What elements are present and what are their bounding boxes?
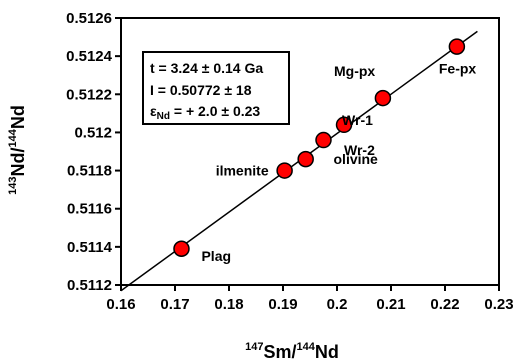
y-axis-title: 143Nd/144Nd xyxy=(7,105,28,195)
annotation-box: t = 3.24 ± 0.14 Ga I = 0.50772 ± 18 εNd … xyxy=(142,51,290,125)
x-tick-label: 0.22 xyxy=(430,296,459,313)
data-point xyxy=(448,38,466,55)
epsilon-value: = + 2.0 ± 0.23 xyxy=(170,103,260,119)
point-label: Plag xyxy=(201,248,231,264)
y-tick-label: 0.5116 xyxy=(67,201,112,218)
x-tick-label: 0.18 xyxy=(214,296,243,313)
y-tick-label: 0.5114 xyxy=(67,239,113,256)
x-title-base1: Sm/ xyxy=(263,342,296,362)
plot-frame xyxy=(120,17,500,286)
axes: 0.16 0.17 0.18 0.19 0.2 0.21 0.22 0.23 0.5112 0.5… xyxy=(66,10,513,313)
x-tick-label: 0.16 xyxy=(106,296,135,313)
y-tick-label: 0.5124 xyxy=(66,48,113,65)
x-tick-label: 0.23 xyxy=(484,296,513,313)
y-title-base1: Nd/ xyxy=(8,148,28,177)
x-title-sup2: 144 xyxy=(297,341,316,353)
annotation-epsilon: εNd = + 2.0 ± 0.23 xyxy=(150,103,260,122)
data-point xyxy=(297,150,314,168)
x-tick-label: 0.17 xyxy=(160,296,189,313)
y-title-sup1: 143 xyxy=(7,177,19,195)
epsilon-symbol: ε xyxy=(150,103,157,119)
point-label: olivine xyxy=(334,151,379,167)
annotation-initial-ratio: I = 0.50772 ± 18 xyxy=(150,82,252,98)
y-title-sup2: 144 xyxy=(7,128,19,147)
x-tick-label: 0.2 xyxy=(327,296,348,313)
x-tick-label: 0.21 xyxy=(376,296,405,313)
annotation-age: t = 3.24 ± 0.14 Ga xyxy=(150,60,263,76)
data-point xyxy=(374,89,392,107)
point-label: Wr-2 xyxy=(344,142,375,158)
point-label: Mg-px xyxy=(334,63,375,79)
y-title-base2: Nd xyxy=(8,105,28,129)
data-point xyxy=(173,240,190,258)
data-point xyxy=(315,131,332,149)
data-point xyxy=(276,162,293,179)
data-point xyxy=(335,116,353,134)
point-label: Wr-1 xyxy=(342,112,373,128)
y-tick-label: 0.5112 xyxy=(67,277,112,294)
x-axis-title: 147Sm/144Nd xyxy=(245,341,339,362)
y-tick-label: 0.5118 xyxy=(67,163,112,180)
point-label: ilmenite xyxy=(216,163,269,179)
y-tick-label: 0.5122 xyxy=(66,86,112,103)
point-label: Fe-px xyxy=(439,61,477,77)
x-tick-label: 0.19 xyxy=(268,296,297,313)
y-tick-label: 0.512 xyxy=(74,124,112,141)
epsilon-subscript: Nd xyxy=(157,111,170,122)
x-title-sup1: 147 xyxy=(245,341,263,353)
data-points xyxy=(173,38,466,258)
x-title-base2: Nd xyxy=(315,342,339,362)
y-tick-label: 0.5126 xyxy=(66,10,112,27)
